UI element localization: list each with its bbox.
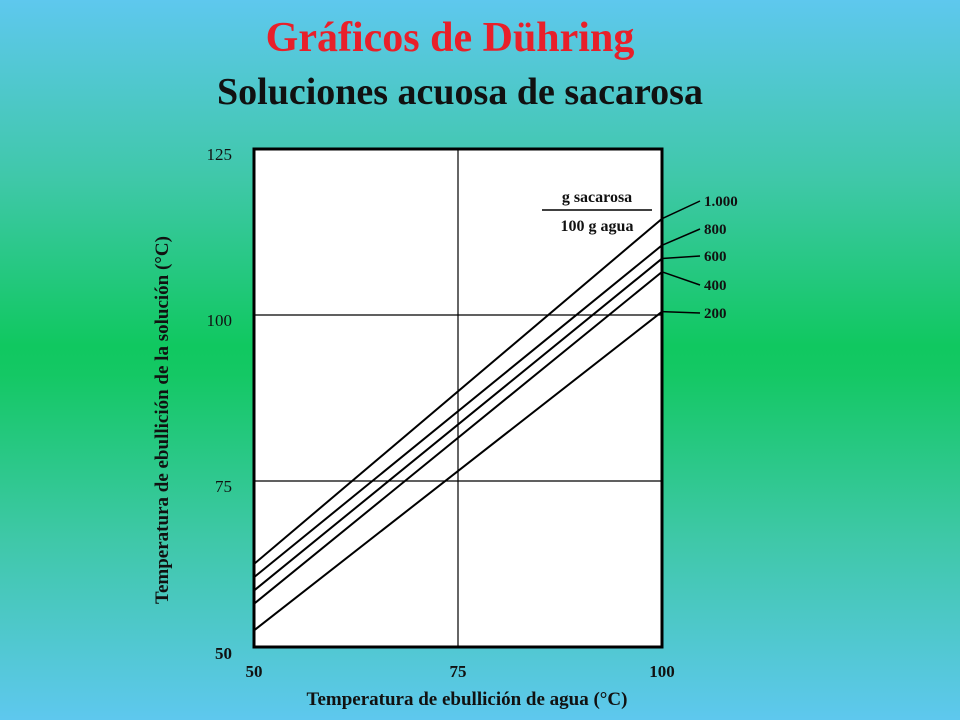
- series-label: 200: [704, 306, 727, 322]
- series-leader-line: [661, 228, 701, 246]
- x-tick-label: 100: [649, 662, 675, 681]
- series-leader-line: [661, 271, 701, 286]
- series-line: [253, 271, 663, 605]
- series-line: [253, 257, 663, 592]
- series-line: [253, 217, 663, 565]
- y-axis-label: Temperatura de ebullición de la solución…: [152, 236, 173, 604]
- series-line: [253, 244, 663, 579]
- legend-numerator: g sacarosa: [562, 189, 632, 206]
- ticks: 50 75 100 50 75 100 125: [207, 145, 675, 681]
- series-leader-line: [661, 310, 701, 314]
- y-tick-label: 100: [207, 311, 233, 330]
- x-tick-label: 50: [246, 662, 263, 681]
- series-label: 600: [704, 249, 727, 265]
- y-tick-label: 125: [207, 145, 233, 164]
- series-line: [253, 310, 663, 632]
- y-tick-label: 50: [215, 644, 232, 663]
- series-label: 1.000: [704, 194, 738, 210]
- x-tick-label: 75: [450, 662, 467, 681]
- page-subtitle: Soluciones acuosa de sacarosa: [217, 71, 703, 113]
- series-leader-line: [661, 255, 701, 260]
- y-tick-label: 75: [215, 477, 232, 496]
- series-lines: [253, 217, 663, 632]
- series-leader-line: [661, 200, 701, 220]
- page-title: Gráficos de Dühring: [265, 15, 635, 61]
- series-label: 800: [704, 222, 727, 238]
- series-label: 400: [704, 278, 727, 294]
- legend: g sacarosa 100 g agua: [542, 189, 652, 235]
- x-axis-label: Temperatura de ebullición de agua (°C): [307, 689, 628, 710]
- legend-denominator: 100 g agua: [561, 218, 634, 235]
- series-labels: 1.000 800 600 400 200: [661, 194, 738, 322]
